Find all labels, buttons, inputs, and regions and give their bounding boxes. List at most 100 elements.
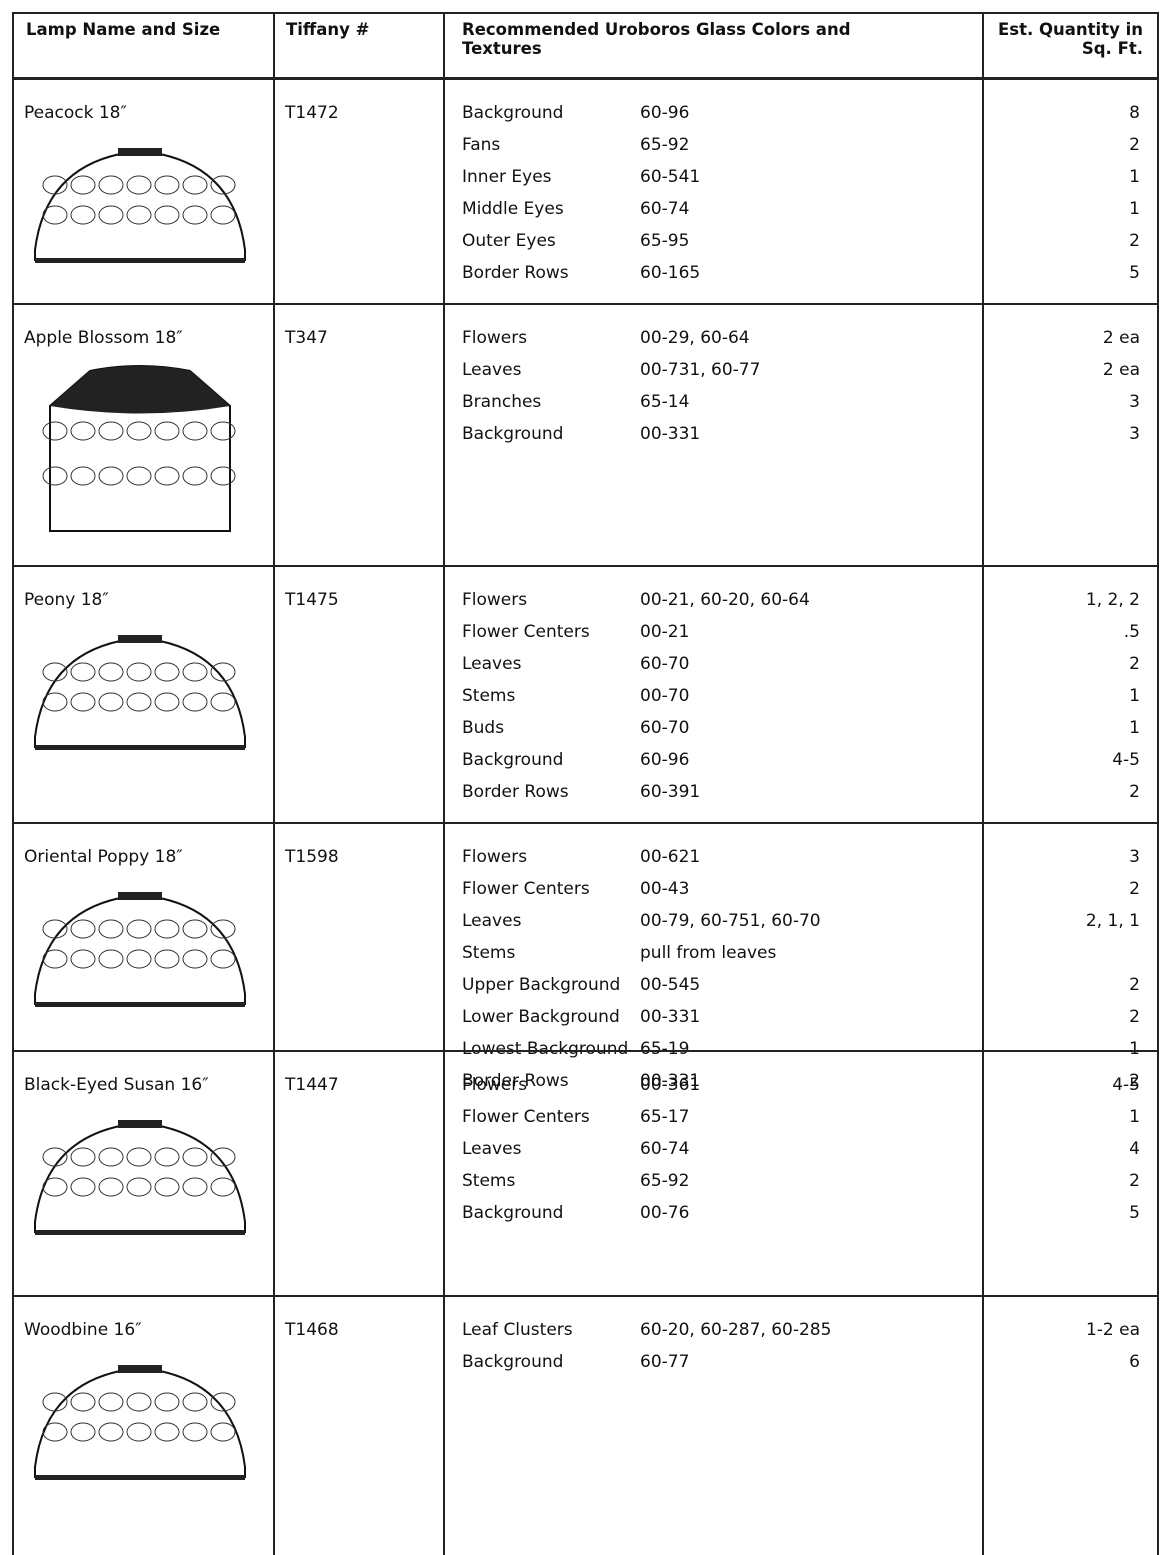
glass-part: Background — [462, 750, 564, 770]
tiffany-number: T1598 — [285, 847, 339, 867]
lamp-name: Peony 18″ — [24, 590, 109, 610]
glass-code: 65-14 — [640, 392, 690, 412]
glass-code: 00-43 — [640, 879, 690, 899]
glass-code: 60-70 — [640, 654, 690, 674]
glass-quantity: 1, 2, 2 — [1085, 590, 1140, 610]
glass-part: Stems — [462, 1171, 516, 1191]
glass-code: 00-331 — [640, 1071, 701, 1091]
lamp-illustration — [34, 1120, 246, 1235]
column-header: Est. Quantity in Sq. Ft. — [998, 20, 1143, 58]
glass-code: 00-331 — [640, 1007, 701, 1027]
glass-quantity: 1 — [1129, 167, 1140, 187]
glass-part: Leaves — [462, 654, 522, 674]
glass-code: 00-331 — [640, 424, 701, 444]
glass-quantity: 6 — [1129, 1352, 1140, 1372]
glass-part: Leaves — [462, 911, 522, 931]
column-line — [12, 12, 14, 1555]
row-line — [12, 1050, 1158, 1052]
glass-part: Branches — [462, 392, 542, 412]
glass-code: 60-20, 60-287, 60-285 — [640, 1320, 832, 1340]
glass-code: 60-96 — [640, 103, 690, 123]
column-header: Lamp Name and Size — [26, 20, 221, 39]
glass-code: 00-731, 60-77 — [640, 360, 761, 380]
column-header: Tiffany # — [286, 20, 370, 39]
glass-code: 00-76 — [640, 1203, 690, 1223]
glass-quantity: 2, 1, 1 — [1085, 911, 1140, 931]
column-header: Recommended Uroboros Glass Colors and Te… — [462, 20, 851, 58]
column-line — [273, 12, 275, 1555]
glass-part: Buds — [462, 718, 505, 738]
glass-code: 65-95 — [640, 231, 690, 251]
glass-code: 60-70 — [640, 718, 690, 738]
lamp-illustration — [34, 1365, 246, 1480]
glass-quantity: 5 — [1129, 1203, 1140, 1223]
glass-quantity: 4-5 — [1112, 750, 1140, 770]
glass-part: Background — [462, 103, 564, 123]
glass-code: 00-70 — [640, 686, 690, 706]
row-line — [12, 822, 1158, 824]
glass-part: Leaves — [462, 360, 522, 380]
glass-quantity: 3 — [1129, 424, 1140, 444]
glass-part: Upper Background — [462, 975, 621, 995]
glass-part: Flowers — [462, 328, 528, 348]
glass-code: 60-74 — [640, 199, 690, 219]
glass-part: Leaves — [462, 1139, 522, 1159]
glass-part: Inner Eyes — [462, 167, 552, 187]
glass-code: 60-74 — [640, 1139, 690, 1159]
glass-code: 00-21 — [640, 622, 690, 642]
glass-code: 65-19 — [640, 1039, 690, 1059]
glass-quantity: .5 — [1123, 622, 1140, 642]
row-line — [12, 565, 1158, 567]
header-line — [12, 77, 1158, 80]
glass-quantity: 1 — [1129, 199, 1140, 219]
glass-quantity: 5 — [1129, 263, 1140, 283]
glass-quantity: 2 — [1129, 975, 1140, 995]
glass-code: 00-29, 60-64 — [640, 328, 750, 348]
glass-quantity: 2 ea — [1102, 328, 1140, 348]
glass-quantity: 4 — [1129, 1139, 1140, 1159]
glass-part: Border Rows — [462, 782, 569, 802]
glass-quantity: 1 — [1129, 1107, 1140, 1127]
glass-code: 60-541 — [640, 167, 701, 187]
tiffany-number: T1475 — [285, 590, 339, 610]
row-line — [12, 303, 1158, 305]
lamp-name: Peacock 18″ — [24, 103, 127, 123]
tiffany-number: T1447 — [285, 1075, 339, 1095]
glass-part: Middle Eyes — [462, 199, 564, 219]
glass-part: Stems — [462, 943, 516, 963]
glass-part: Flower Centers — [462, 879, 590, 899]
tiffany-number: T1468 — [285, 1320, 339, 1340]
glass-part: Stems — [462, 686, 516, 706]
column-line — [982, 12, 984, 1555]
tiffany-number: T347 — [285, 328, 328, 348]
glass-part: Border Rows — [462, 263, 569, 283]
tiffany-number: T1472 — [285, 103, 339, 123]
glass-code: 65-92 — [640, 135, 690, 155]
lamp-illustration — [34, 635, 246, 750]
glass-quantity: 8 — [1129, 103, 1140, 123]
lamp-name: Oriental Poppy 18″ — [24, 847, 183, 867]
glass-quantity: 2 — [1129, 1071, 1140, 1091]
lamp-name: Apple Blossom 18″ — [24, 328, 183, 348]
glass-quantity: 2 — [1129, 231, 1140, 251]
glass-quantity: 2 — [1129, 1171, 1140, 1191]
glass-part: Background — [462, 1352, 564, 1372]
glass-quantity: 4-5 — [1112, 1075, 1140, 1095]
glass-part: Lowest Background — [462, 1039, 629, 1059]
glass-part: Outer Eyes — [462, 231, 556, 251]
top-border — [12, 12, 1158, 14]
row-line — [12, 1295, 1158, 1297]
glass-code: 00-545 — [640, 975, 701, 995]
glass-quantity: 2 — [1129, 782, 1140, 802]
column-line — [1157, 12, 1159, 1555]
glass-quantity: 1 — [1129, 1039, 1140, 1059]
glass-part: Flower Centers — [462, 622, 590, 642]
glass-quantity: 2 ea — [1102, 360, 1140, 380]
glass-quantity: 1 — [1129, 686, 1140, 706]
glass-quantity: 2 — [1129, 135, 1140, 155]
glass-code: 00-21, 60-20, 60-64 — [640, 590, 810, 610]
glass-code: 60-96 — [640, 750, 690, 770]
glass-code: 00-79, 60-751, 60-70 — [640, 911, 821, 931]
glass-part: Background — [462, 424, 564, 444]
